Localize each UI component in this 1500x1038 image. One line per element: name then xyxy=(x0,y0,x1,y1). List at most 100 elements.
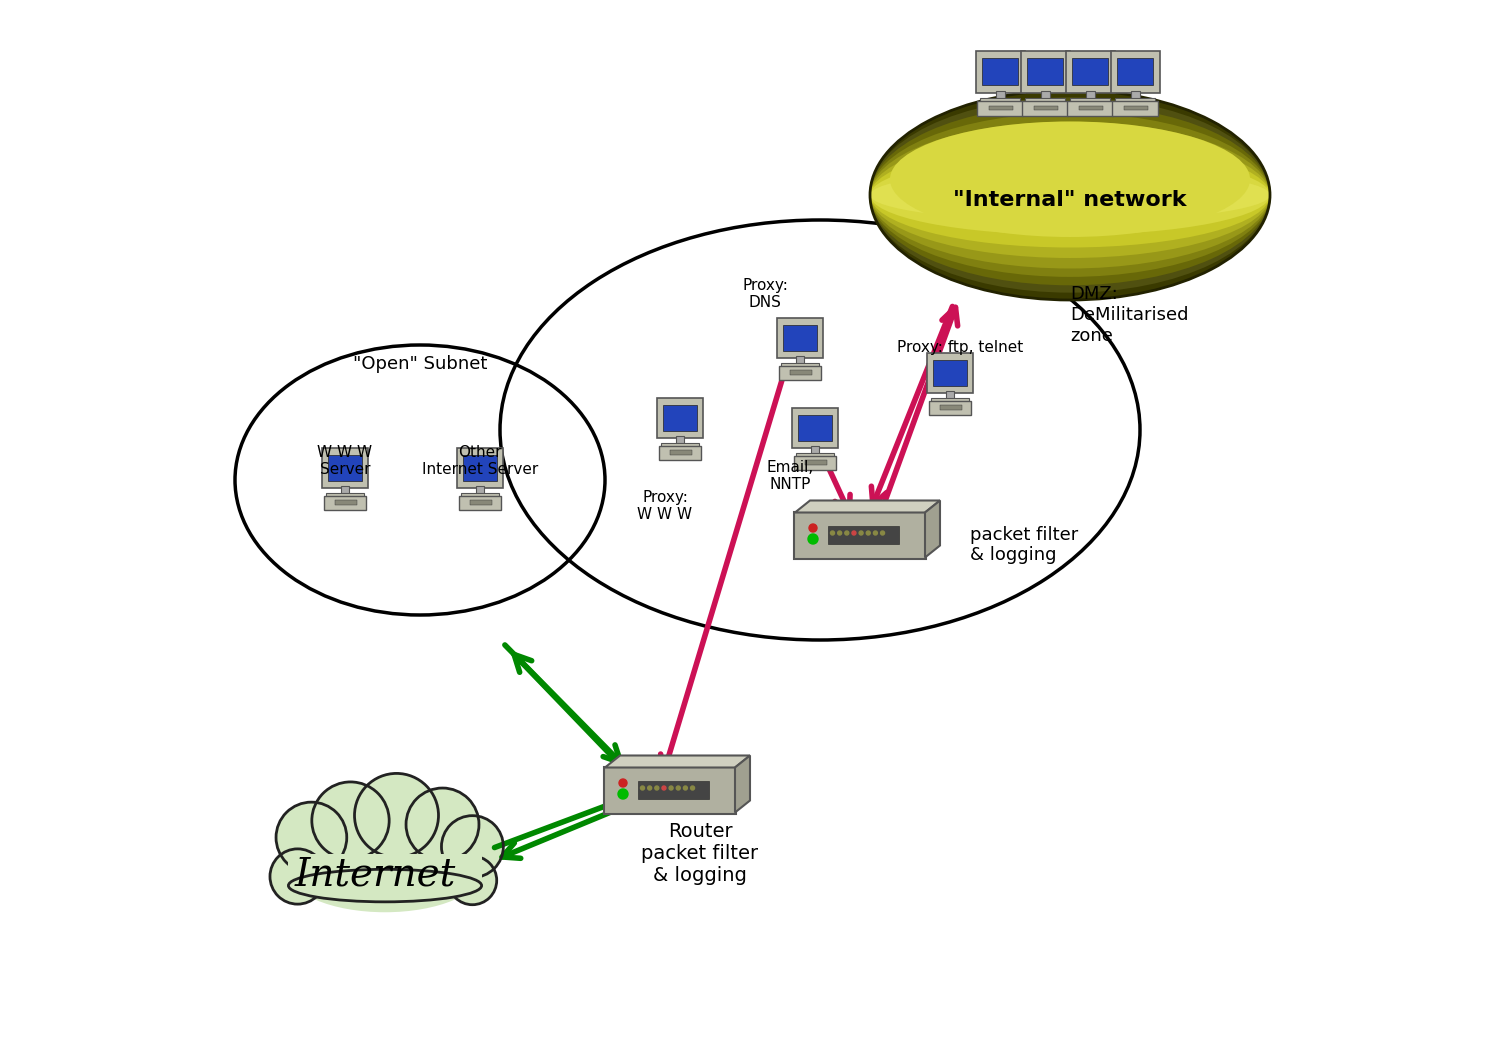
FancyBboxPatch shape xyxy=(975,51,1024,92)
FancyBboxPatch shape xyxy=(657,398,704,438)
FancyBboxPatch shape xyxy=(1086,90,1095,102)
FancyBboxPatch shape xyxy=(638,781,710,799)
FancyBboxPatch shape xyxy=(1114,98,1155,105)
Text: "Internal" network: "Internal" network xyxy=(954,190,1186,210)
FancyBboxPatch shape xyxy=(1020,51,1070,92)
Circle shape xyxy=(648,786,651,790)
FancyBboxPatch shape xyxy=(324,496,366,510)
Circle shape xyxy=(859,531,862,535)
Circle shape xyxy=(312,782,388,859)
FancyBboxPatch shape xyxy=(1065,51,1114,92)
FancyBboxPatch shape xyxy=(932,398,969,405)
FancyBboxPatch shape xyxy=(462,493,498,499)
Ellipse shape xyxy=(870,90,1270,300)
Circle shape xyxy=(684,786,687,790)
Text: Proxy:
DNS: Proxy: DNS xyxy=(742,277,788,310)
FancyBboxPatch shape xyxy=(1070,98,1110,105)
Circle shape xyxy=(880,531,885,535)
Ellipse shape xyxy=(870,169,1270,221)
FancyBboxPatch shape xyxy=(658,445,702,460)
Circle shape xyxy=(808,534,818,544)
FancyBboxPatch shape xyxy=(798,415,831,441)
Circle shape xyxy=(276,802,346,873)
Ellipse shape xyxy=(870,113,1270,277)
FancyBboxPatch shape xyxy=(1110,51,1160,92)
Circle shape xyxy=(852,531,856,535)
Circle shape xyxy=(690,786,694,790)
Text: packet filter
& logging: packet filter & logging xyxy=(970,525,1078,565)
FancyBboxPatch shape xyxy=(928,401,972,415)
Text: Router
packet filter
& logging: Router packet filter & logging xyxy=(642,822,759,885)
FancyBboxPatch shape xyxy=(933,360,966,386)
Ellipse shape xyxy=(870,98,1270,293)
FancyBboxPatch shape xyxy=(459,496,501,510)
Circle shape xyxy=(270,849,326,904)
Text: DMZ:
DeMilitarised
zone: DMZ: DeMilitarised zone xyxy=(1070,285,1188,345)
FancyBboxPatch shape xyxy=(663,405,696,431)
FancyBboxPatch shape xyxy=(1072,58,1107,85)
Text: Other
Internet Server: Other Internet Server xyxy=(422,445,538,477)
FancyBboxPatch shape xyxy=(796,453,834,460)
FancyBboxPatch shape xyxy=(662,442,699,449)
FancyBboxPatch shape xyxy=(1113,101,1158,116)
FancyBboxPatch shape xyxy=(790,371,812,375)
FancyBboxPatch shape xyxy=(1024,98,1065,105)
FancyBboxPatch shape xyxy=(470,500,492,504)
Circle shape xyxy=(640,786,645,790)
Ellipse shape xyxy=(870,142,1270,247)
FancyBboxPatch shape xyxy=(777,318,824,358)
Ellipse shape xyxy=(870,121,1270,269)
Ellipse shape xyxy=(870,105,1270,285)
Circle shape xyxy=(662,786,666,790)
FancyBboxPatch shape xyxy=(675,436,684,446)
FancyBboxPatch shape xyxy=(604,766,736,814)
Text: Email,
NNTP: Email, NNTP xyxy=(766,460,813,492)
FancyBboxPatch shape xyxy=(334,500,357,504)
FancyBboxPatch shape xyxy=(778,365,822,380)
FancyBboxPatch shape xyxy=(782,362,819,370)
FancyBboxPatch shape xyxy=(794,456,837,470)
Circle shape xyxy=(441,816,504,877)
Ellipse shape xyxy=(288,870,482,902)
Circle shape xyxy=(676,786,680,790)
Ellipse shape xyxy=(870,132,1270,258)
FancyBboxPatch shape xyxy=(996,90,1005,102)
FancyBboxPatch shape xyxy=(978,101,1023,116)
Circle shape xyxy=(620,778,627,787)
Circle shape xyxy=(873,531,877,535)
Circle shape xyxy=(406,788,478,861)
FancyBboxPatch shape xyxy=(945,390,954,401)
FancyBboxPatch shape xyxy=(464,455,496,481)
Ellipse shape xyxy=(870,155,1270,235)
Circle shape xyxy=(669,786,674,790)
FancyBboxPatch shape xyxy=(340,486,350,496)
Circle shape xyxy=(448,856,497,905)
FancyBboxPatch shape xyxy=(1078,106,1102,110)
Polygon shape xyxy=(735,756,750,813)
FancyBboxPatch shape xyxy=(794,512,926,558)
FancyBboxPatch shape xyxy=(670,450,692,455)
Circle shape xyxy=(656,786,658,790)
FancyBboxPatch shape xyxy=(783,325,816,351)
Circle shape xyxy=(867,531,870,535)
Text: Proxy:
W W W: Proxy: W W W xyxy=(638,490,693,522)
Text: W W W
Server: W W W Server xyxy=(318,445,372,477)
FancyBboxPatch shape xyxy=(288,854,482,883)
Circle shape xyxy=(354,773,438,857)
FancyBboxPatch shape xyxy=(1028,58,1062,85)
FancyBboxPatch shape xyxy=(476,486,484,496)
Circle shape xyxy=(618,789,628,799)
FancyBboxPatch shape xyxy=(810,445,819,456)
FancyBboxPatch shape xyxy=(328,455,362,481)
FancyBboxPatch shape xyxy=(1118,58,1152,85)
Circle shape xyxy=(808,524,818,532)
Polygon shape xyxy=(926,500,940,557)
Ellipse shape xyxy=(288,827,483,912)
FancyBboxPatch shape xyxy=(321,448,369,488)
FancyBboxPatch shape xyxy=(1124,106,1148,110)
FancyBboxPatch shape xyxy=(988,106,1012,110)
FancyBboxPatch shape xyxy=(940,406,962,410)
FancyBboxPatch shape xyxy=(327,493,363,499)
Ellipse shape xyxy=(890,121,1250,237)
FancyBboxPatch shape xyxy=(828,525,898,545)
